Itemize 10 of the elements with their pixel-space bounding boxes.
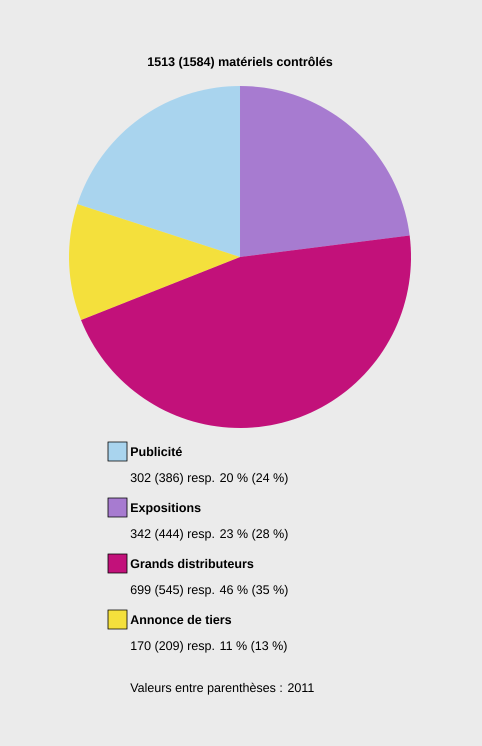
text: 342 (444) resp. 23 % (28 %) (130, 528, 288, 541)
legend-label: Publicité (131, 446, 182, 456)
text: Valeurs entre parenthèses : 2011 (130, 682, 314, 695)
chart-title: 1513 (1584) matériels contrôlés (148, 56, 332, 69)
text: 170 (209) resp. 11 % (13 %) (131, 640, 287, 653)
legend-label: Grands distributeurs (130, 558, 254, 568)
legend-label: Expositions (131, 502, 201, 515)
text: 302 (386) resp. 20 % (24 %) (130, 472, 288, 485)
text: 699 (545) resp. 46 % (35 %) (130, 584, 288, 597)
legend-label: Annonce de tiers (130, 614, 232, 624)
